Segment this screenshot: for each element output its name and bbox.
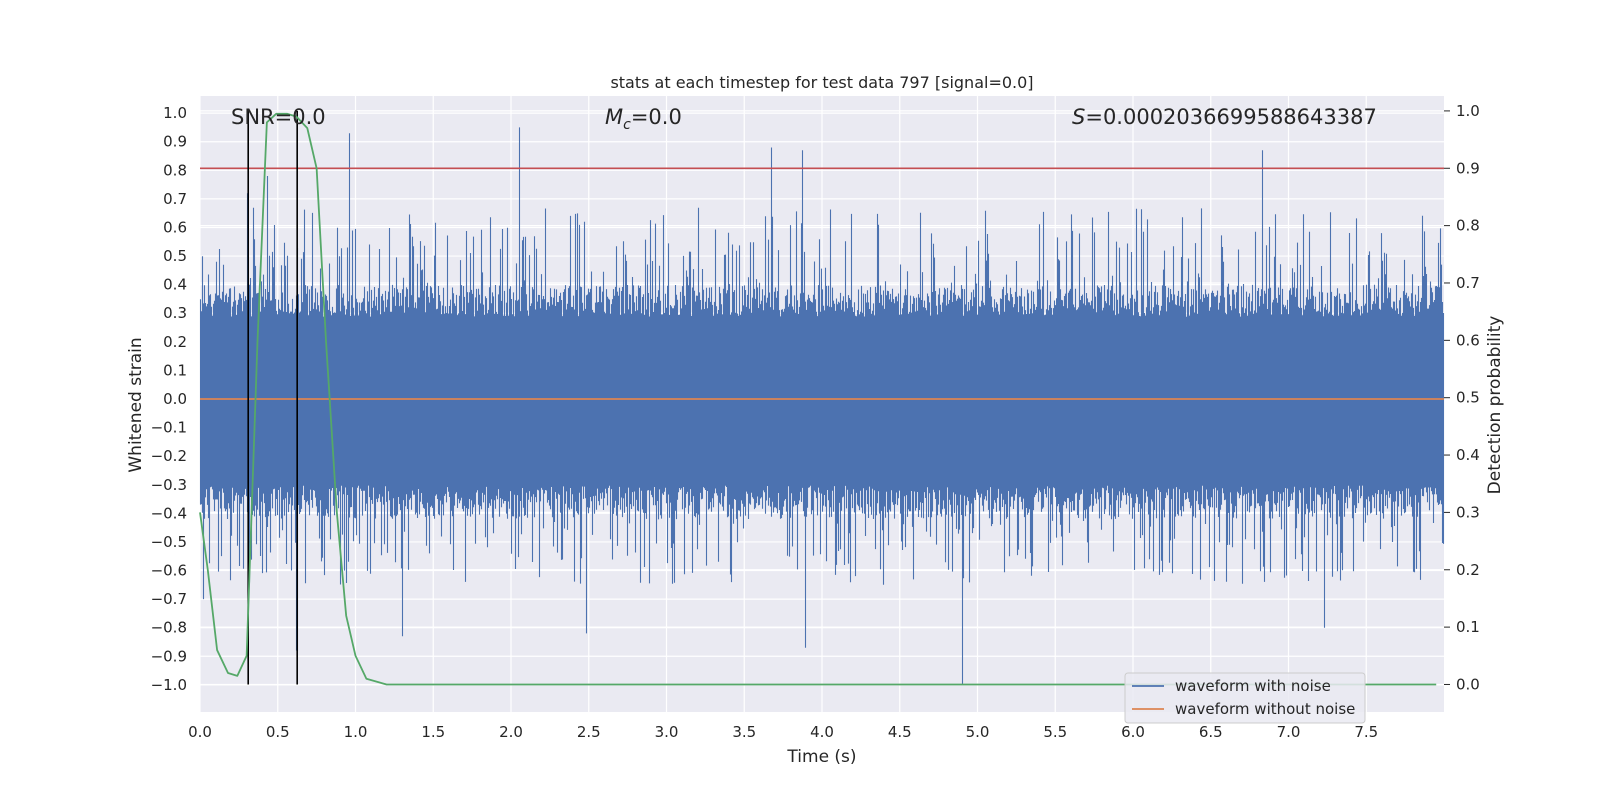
y-tick-label: 1.0 (163, 104, 187, 122)
x-tick-label: 1.5 (421, 723, 445, 741)
series-waveform-with-noise (199, 127, 1445, 685)
x-tick-label: 6.0 (1121, 723, 1145, 741)
y-tick-label: 0.0 (163, 390, 187, 408)
y-tick-label: −0.1 (151, 419, 187, 437)
y2-tick-label: 0.2 (1456, 561, 1480, 579)
annotation-s-symbol: S (1072, 105, 1085, 129)
legend-label-without-noise: waveform without noise (1175, 700, 1355, 718)
x-tick-label: 1.0 (344, 723, 368, 741)
y2-tick-label: 0.7 (1456, 274, 1480, 292)
y-tick-label: 0.7 (163, 190, 187, 208)
y-tick-label: 0.2 (163, 333, 187, 351)
y-tick-label: −0.3 (151, 476, 187, 494)
y-tick-label: 0.5 (163, 247, 187, 265)
y-tick-label: −0.9 (151, 647, 187, 665)
y-tick-label: −0.7 (151, 590, 187, 608)
y2-tick-label: 0.8 (1456, 217, 1480, 235)
y-tick-label: 0.9 (163, 133, 187, 151)
annotation-mc-subscript: c (623, 117, 631, 133)
y2-axis-label: Detection probability (1485, 316, 1505, 495)
y-tick-label: 0.3 (163, 304, 187, 322)
y2-tick-label: 0.4 (1456, 446, 1480, 464)
annotation-mc: Mc=0.0 (605, 105, 682, 133)
axis-ticks: 0.0 0.5 1.0 1.5 2.0 2.5 3.0 3.5 4.0 4.5 5.0 5.5 6.0 6… (151, 102, 1480, 741)
x-tick-label: 5.5 (1043, 723, 1067, 741)
x-tick-label: 6.5 (1199, 723, 1223, 741)
y-tick-label: 0.6 (163, 218, 187, 236)
detection-probability-line (199, 112, 1437, 686)
annotation-s-value: =0.0002036699588643387 (1085, 105, 1377, 129)
y2-tick-label: 0.0 (1456, 675, 1480, 693)
x-tick-label: 3.5 (732, 723, 756, 741)
x-tick-label: 4.5 (888, 723, 912, 741)
x-tick-label: 7.5 (1354, 723, 1378, 741)
y-tick-label: −0.8 (151, 619, 187, 637)
series-lines (199, 110, 1444, 686)
y-tick-label: −0.2 (151, 447, 187, 465)
waveform-with-noise-trace (199, 127, 1445, 685)
x-tick-label: 5.0 (966, 723, 990, 741)
x-tick-label: 0.5 (266, 723, 290, 741)
y-axis-label: Whitened strain (126, 337, 146, 472)
x-tick-label: 7.0 (1277, 723, 1301, 741)
y-tick-label: −0.4 (151, 504, 187, 522)
annotation-mc-value: =0.0 (631, 105, 682, 129)
x-tick-label: 4.0 (810, 723, 834, 741)
x-axis-label: Time (s) (786, 747, 856, 767)
y-tick-label: 0.4 (163, 276, 187, 294)
x-tick-label: 0.0 (188, 723, 212, 741)
x-tick-label: 3.0 (655, 723, 679, 741)
annotation-snr: SNR=0.0 (231, 105, 326, 129)
annotation-s: S=0.0002036699588643387 (1072, 105, 1377, 129)
y-tick-label: 0.1 (163, 361, 187, 379)
y2-tick-label: 0.6 (1456, 331, 1480, 349)
y2-tick-label: 0.9 (1456, 159, 1480, 177)
chart-title: stats at each timestep for test data 797… (610, 73, 1033, 92)
y2-tick-label: 0.5 (1456, 389, 1480, 407)
legend-box (1124, 672, 1366, 724)
y-tick-label: −1.0 (151, 676, 187, 694)
y-tick-label: −0.5 (151, 533, 187, 551)
legend-label-with-noise: waveform with noise (1175, 677, 1331, 695)
x-tick-label: 2.0 (499, 723, 523, 741)
y-tick-label: −0.6 (151, 562, 187, 580)
annotation-mc-symbol: M (605, 105, 623, 129)
y-tick-label: 0.8 (163, 161, 187, 179)
y2-tick-label: 0.1 (1456, 618, 1480, 636)
x-tick-label: 2.5 (577, 723, 601, 741)
legend: waveform with noise waveform without noi… (1124, 672, 1366, 724)
y2-tick-label: 0.3 (1456, 503, 1480, 521)
y2-tick-label: 1.0 (1456, 102, 1480, 120)
